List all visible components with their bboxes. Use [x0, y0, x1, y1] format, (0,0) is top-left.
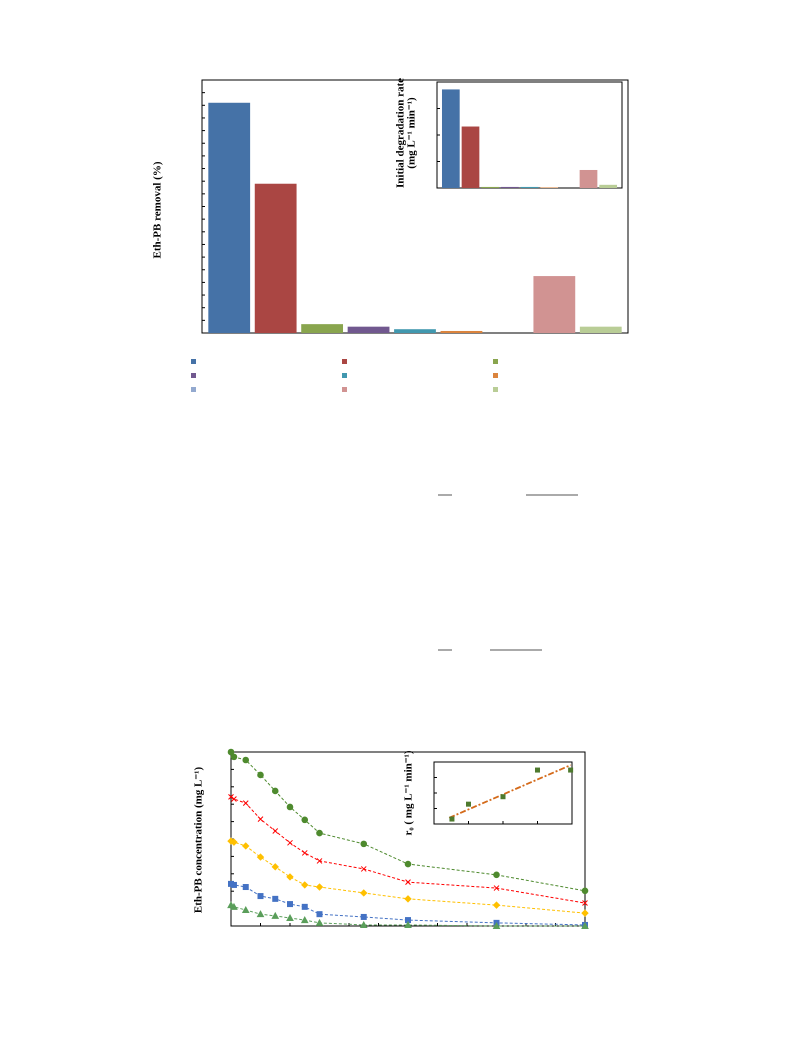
point: [493, 871, 500, 879]
bar: [441, 89, 460, 188]
bar: [301, 324, 344, 333]
point: [493, 885, 500, 891]
point: [581, 921, 589, 929]
point: [286, 913, 294, 921]
point: [404, 895, 412, 903]
point: [242, 884, 249, 891]
y-axis-label: Eth-PB concentration (mg L⁻¹): [193, 767, 205, 914]
point: [242, 842, 250, 850]
bar: [520, 186, 539, 188]
point: [230, 753, 238, 761]
legend-marker: [342, 359, 347, 364]
bar: [440, 330, 483, 333]
point: [360, 913, 367, 920]
bar: [208, 102, 251, 334]
point: [272, 828, 279, 834]
point: [286, 873, 294, 881]
point: [581, 909, 589, 917]
bar: [579, 326, 622, 333]
point: [230, 902, 238, 910]
point: [581, 887, 589, 895]
point: [360, 866, 367, 872]
point: [242, 756, 250, 764]
bar: [533, 276, 576, 333]
point: [300, 916, 309, 924]
bar: [599, 184, 618, 188]
bar: [481, 186, 500, 188]
point: [360, 840, 368, 848]
point: [316, 858, 323, 864]
y-axis-label: Initial degradation rate: [395, 78, 407, 188]
point: [230, 881, 237, 888]
point: [301, 816, 309, 824]
bar: [347, 326, 390, 333]
point: [449, 816, 455, 822]
point: [301, 850, 308, 856]
point: [227, 748, 235, 756]
point: [257, 893, 264, 900]
point: [256, 853, 265, 861]
trendline: [448, 764, 571, 819]
y-axis-label: r₀ ( mg L⁻¹ min⁻¹): [403, 750, 415, 835]
point: [360, 889, 368, 897]
legend-marker: [191, 373, 196, 378]
point: [242, 800, 249, 807]
point: [404, 920, 412, 928]
point: [228, 794, 234, 800]
y-axis-label: (mg L⁻¹ min⁻¹): [406, 97, 418, 169]
point: [535, 767, 540, 773]
point: [404, 860, 412, 868]
point: [568, 767, 574, 773]
point: [492, 921, 501, 929]
bar: [394, 329, 436, 333]
y-axis-label: Eth-PB removal (%): [152, 161, 164, 258]
legend-marker: [342, 373, 347, 378]
point: [500, 794, 506, 800]
bar: [579, 169, 598, 188]
point: [257, 771, 264, 779]
point: [230, 838, 238, 846]
legend-marker: [493, 373, 498, 378]
bar: [500, 186, 519, 188]
point: [316, 829, 323, 837]
series-line: [230, 796, 586, 904]
point: [256, 910, 265, 918]
point: [286, 803, 294, 811]
series-line: [230, 840, 586, 914]
point: [405, 879, 411, 886]
point: [271, 911, 280, 919]
point: [287, 839, 293, 846]
plot-frame: [433, 761, 573, 825]
series-line: [230, 883, 586, 926]
bar: [540, 187, 559, 188]
point: [301, 903, 308, 910]
point: [359, 920, 368, 928]
legend-marker: [191, 359, 196, 364]
legend-marker: [191, 387, 196, 392]
point: [257, 816, 264, 823]
point: [315, 883, 324, 891]
point: [466, 801, 471, 807]
point: [582, 900, 588, 906]
point: [272, 895, 279, 902]
point: [315, 918, 324, 926]
legend-marker: [493, 387, 498, 392]
point: [241, 905, 250, 913]
bar: [254, 183, 297, 333]
point: [271, 787, 279, 795]
point: [492, 901, 501, 909]
point: [316, 911, 323, 918]
legend-marker: [493, 359, 498, 364]
point: [287, 901, 293, 908]
point: [271, 863, 279, 871]
legend-marker: [342, 387, 347, 392]
point: [231, 796, 237, 802]
point: [301, 881, 309, 889]
bar: [461, 126, 480, 188]
